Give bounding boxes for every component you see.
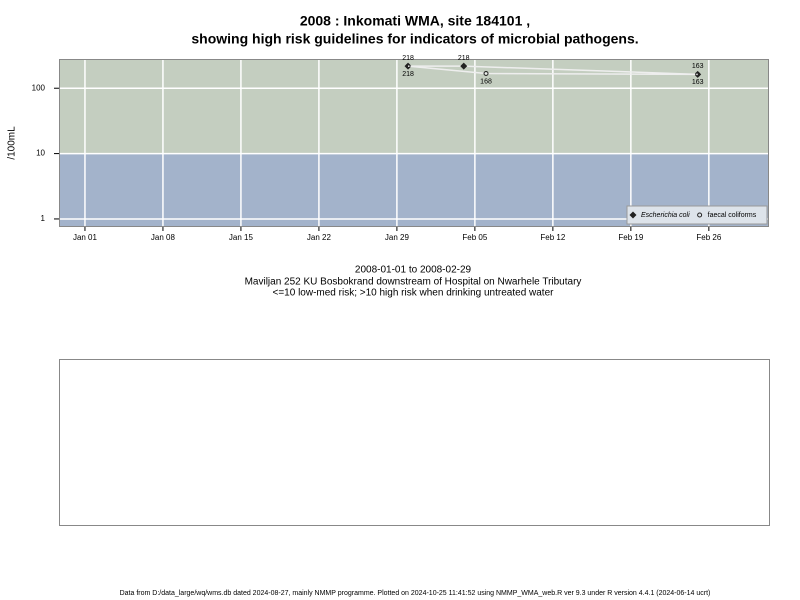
data-label: 163	[692, 79, 704, 86]
data-label: 218	[402, 71, 414, 78]
data-point	[483, 71, 489, 77]
data-label: 163	[692, 63, 704, 70]
chart-title: 2008 : Inkomati WMA, site 184101 ,	[300, 13, 530, 29]
x-tick-label: Feb 05	[462, 233, 487, 242]
empty-panel	[59, 359, 770, 526]
legend-box	[626, 205, 768, 225]
y-tick-label: 100	[32, 83, 46, 92]
chart-subtitle: showing high risk guidelines for indicat…	[191, 31, 638, 47]
note: 2008-01-01 to 2008-02-29	[355, 265, 472, 276]
note: <=10 low-med risk; >10 high risk when dr…	[273, 288, 555, 299]
note: Maviljan 252 KU Bosbokrand downstream of…	[245, 277, 582, 288]
series-line	[407, 65, 698, 76]
x-tick-label: Feb 19	[618, 233, 643, 242]
x-tick-label: Feb 12	[540, 233, 565, 242]
data-point	[695, 71, 701, 77]
legend-label: faecal coliforms	[708, 212, 757, 219]
data-point	[460, 62, 468, 70]
data-label: 218	[458, 55, 470, 62]
data-point	[405, 63, 411, 69]
x-tick-label: Feb 26	[696, 233, 721, 242]
y-tick-label: 10	[36, 149, 45, 158]
x-tick-label: Jan 01	[73, 233, 98, 242]
data-label: 168	[480, 78, 492, 85]
x-tick-label: Jan 08	[151, 233, 176, 242]
footer: Data from D:/data_large/wq/wms.db dated …	[120, 590, 711, 597]
y-tick-label: 1	[41, 214, 46, 223]
plot-frame	[59, 59, 769, 227]
x-tick-label: Jan 22	[307, 233, 332, 242]
legend-label: Escherichia coli	[641, 212, 690, 219]
y-axis-label: /100mL	[7, 126, 18, 160]
x-tick-label: Jan 15	[229, 233, 254, 242]
x-tick-label: Jan 29	[385, 233, 410, 242]
data-label: 218	[402, 55, 414, 62]
legend-marker	[629, 211, 637, 219]
legend-marker	[697, 212, 703, 218]
